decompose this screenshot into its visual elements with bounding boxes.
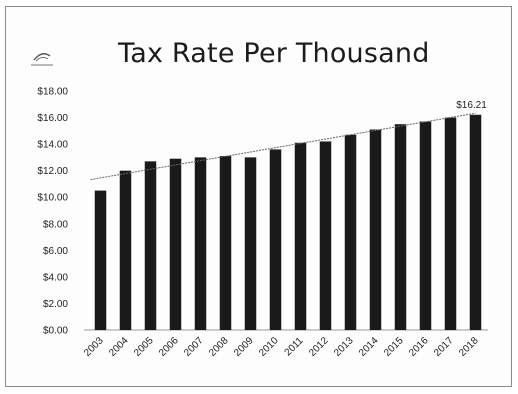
x-axis: 2003 2004 2005 2006 2007 2008 2009 2010 2011 2012… xyxy=(82,335,481,359)
bar xyxy=(219,156,232,330)
y-tick-label: $14.00 xyxy=(37,140,68,151)
y-tick-label: $18.00 xyxy=(37,87,68,98)
bar xyxy=(94,190,107,330)
bar xyxy=(369,129,382,330)
x-tick-label: 2010 xyxy=(257,335,281,359)
y-tick-label: $10.00 xyxy=(37,193,68,204)
bar xyxy=(319,141,332,330)
bars xyxy=(90,112,482,331)
x-tick-label: 2004 xyxy=(107,335,131,359)
trend-line xyxy=(90,112,476,181)
x-tick-label: 2005 xyxy=(132,335,156,359)
x-tick-label: 2017 xyxy=(432,335,456,359)
x-tick-label: 2006 xyxy=(157,335,181,359)
x-tick-label: 2011 xyxy=(283,335,306,358)
logo-icon xyxy=(31,53,53,66)
x-tick-label: 2018 xyxy=(457,335,481,359)
y-tick-label: $0.00 xyxy=(43,326,68,337)
x-tick-label: 2016 xyxy=(407,335,431,359)
x-tick-label: 2014 xyxy=(357,335,381,359)
x-tick-label: 2015 xyxy=(382,335,406,359)
y-tick-label: $8.00 xyxy=(43,219,68,230)
y-tick-label: $4.00 xyxy=(43,272,68,283)
bar xyxy=(269,149,282,330)
bar xyxy=(394,124,407,330)
y-tick-label: $2.00 xyxy=(43,299,68,310)
x-tick-label: 2008 xyxy=(207,335,231,359)
bar xyxy=(169,158,182,330)
data-label: $16.21 xyxy=(456,100,487,111)
bar xyxy=(419,121,432,331)
bar xyxy=(444,117,457,330)
x-tick-label: 2003 xyxy=(82,335,106,359)
y-tick-label: $12.00 xyxy=(37,166,68,177)
bar xyxy=(244,157,257,330)
bar xyxy=(144,161,157,330)
bar xyxy=(344,134,357,330)
x-tick-label: 2009 xyxy=(232,335,256,359)
y-tick-label: $16.00 xyxy=(37,113,68,124)
x-tick-label: 2007 xyxy=(182,335,206,359)
bar xyxy=(119,170,132,330)
bar xyxy=(469,114,482,331)
bar xyxy=(294,142,307,330)
chart-title: Tax Rate Per Thousand xyxy=(118,38,430,69)
x-tick-label: 2012 xyxy=(307,335,331,359)
data-labels: $16.21 xyxy=(456,100,487,111)
y-tick-label: $6.00 xyxy=(43,246,68,257)
bar xyxy=(194,157,207,330)
x-tick-label: 2013 xyxy=(332,335,356,359)
